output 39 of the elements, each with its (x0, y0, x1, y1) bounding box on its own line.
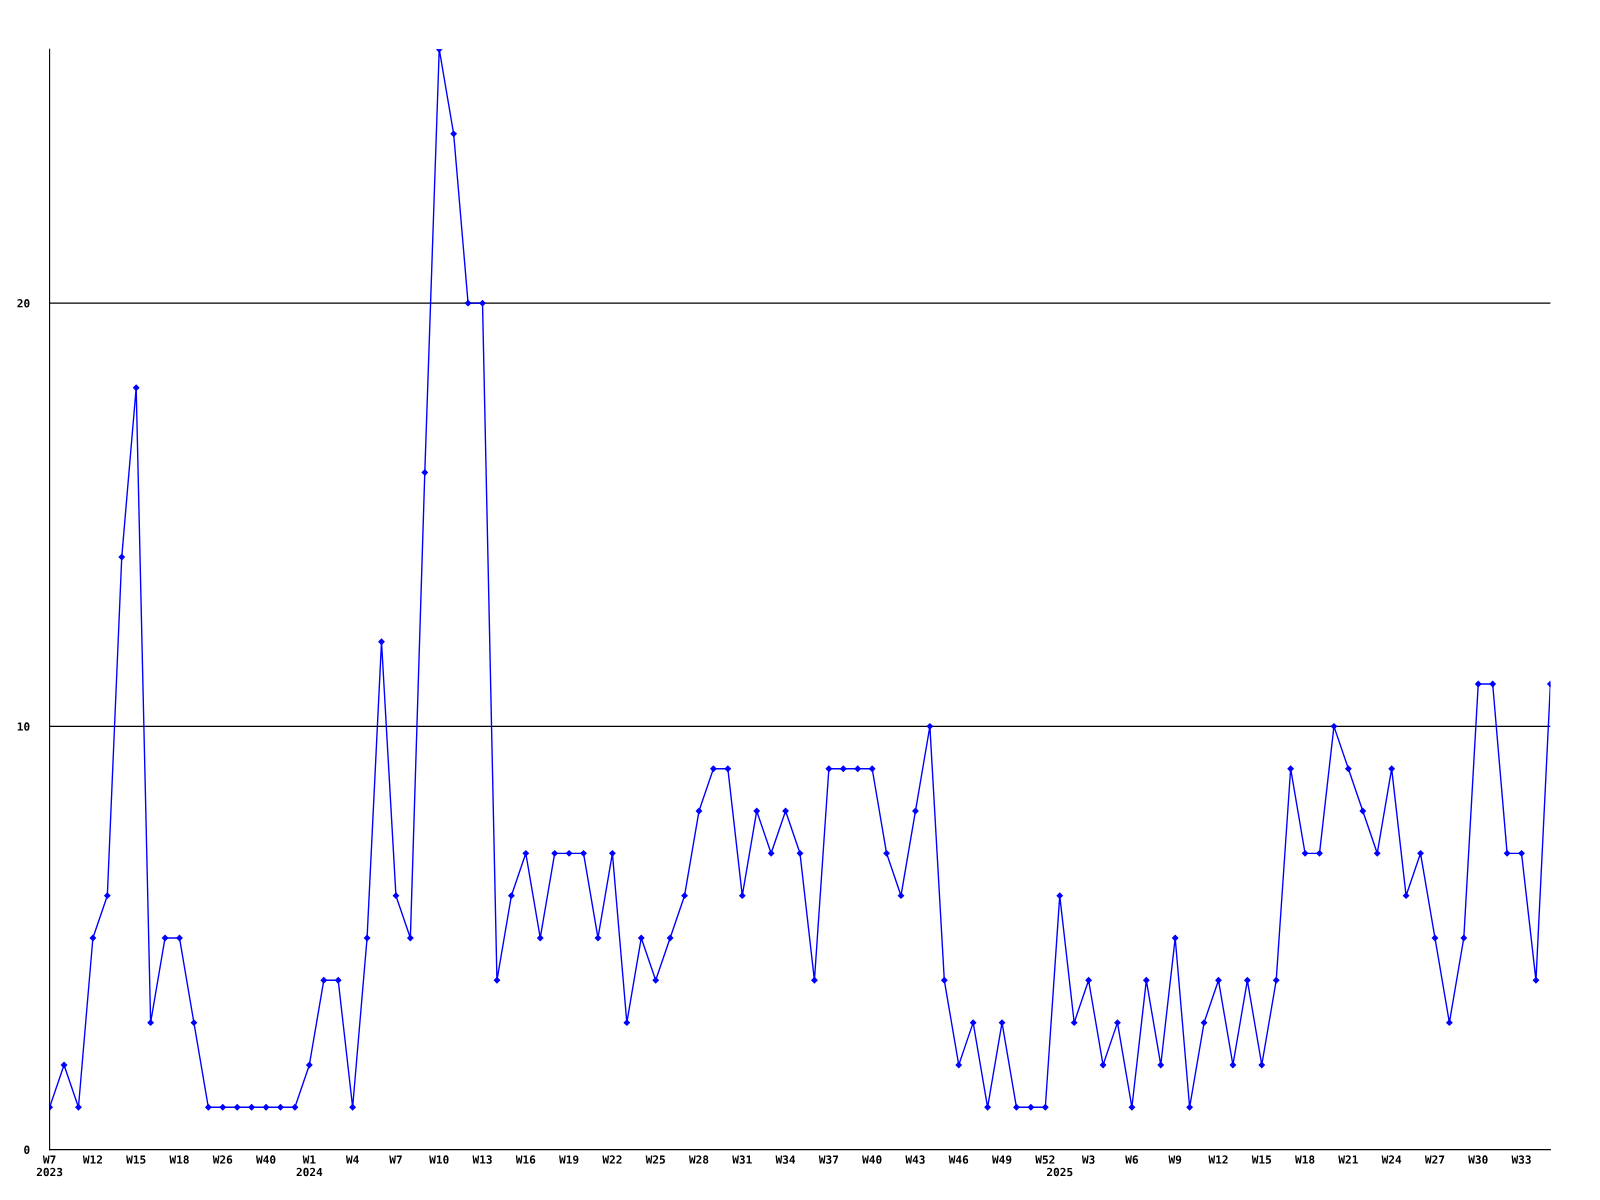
x-tick-label: W7 2023 (36, 1155, 63, 1177)
y-tick-label: 10 (17, 722, 30, 731)
x-tick-label: W40 (862, 1155, 882, 1164)
x-tick-label: W40 (256, 1155, 276, 1164)
x-tick-label: W12 (82, 1155, 102, 1164)
x-tick-label: W3 (1081, 1155, 1095, 1164)
x-tick-label: W26 (212, 1155, 233, 1164)
x-tick-label: 2025 (1047, 1167, 1073, 1177)
x-tick-label: W12 (1208, 1155, 1228, 1164)
x-tick-label: W9 (1168, 1155, 1182, 1164)
x-tick-label: W52 (1035, 1155, 1055, 1164)
x-tick-label: W33 (1511, 1155, 1531, 1164)
x-tick-label: W46 (948, 1155, 969, 1164)
x-tick-label: W13 (472, 1155, 492, 1164)
x-tick-label: W18 (1295, 1155, 1315, 1164)
x-tick-label: W28 (688, 1155, 709, 1164)
x-tick-label: W21 (1338, 1155, 1358, 1164)
x-tick-label: W16 (515, 1155, 536, 1164)
x-tick-label: W30 (1468, 1155, 1488, 1164)
x-tick-label: W24 (1381, 1155, 1402, 1164)
x-tick-label: W4 (345, 1155, 359, 1164)
x-tick-label: W15 (1251, 1155, 1272, 1164)
x-tick-label: W49 (992, 1155, 1012, 1164)
x-tick-label: W25 (645, 1155, 665, 1164)
x-tick-label: W1 2024 (296, 1155, 323, 1177)
x-tick-label: W18 (169, 1155, 189, 1164)
x-tick-label: W15 (126, 1155, 146, 1164)
x-tick-label: W31 (732, 1155, 752, 1164)
x-tick-label: W34 (775, 1155, 796, 1164)
x-tick-label: W10 (429, 1155, 449, 1164)
y-tick-label: 0 (24, 1145, 30, 1154)
x-tick-label: W6 (1125, 1155, 1138, 1164)
y-tick-label: 20 (17, 299, 30, 308)
x-tick-label: W37 (818, 1155, 839, 1164)
x-tick-label: W27 (1424, 1155, 1445, 1164)
x-tick-label: W19 (559, 1155, 579, 1164)
x-tick-label: W22 (602, 1155, 622, 1164)
x-tick-label: W7 (389, 1155, 402, 1164)
x-tick-label: W43 (905, 1155, 925, 1164)
